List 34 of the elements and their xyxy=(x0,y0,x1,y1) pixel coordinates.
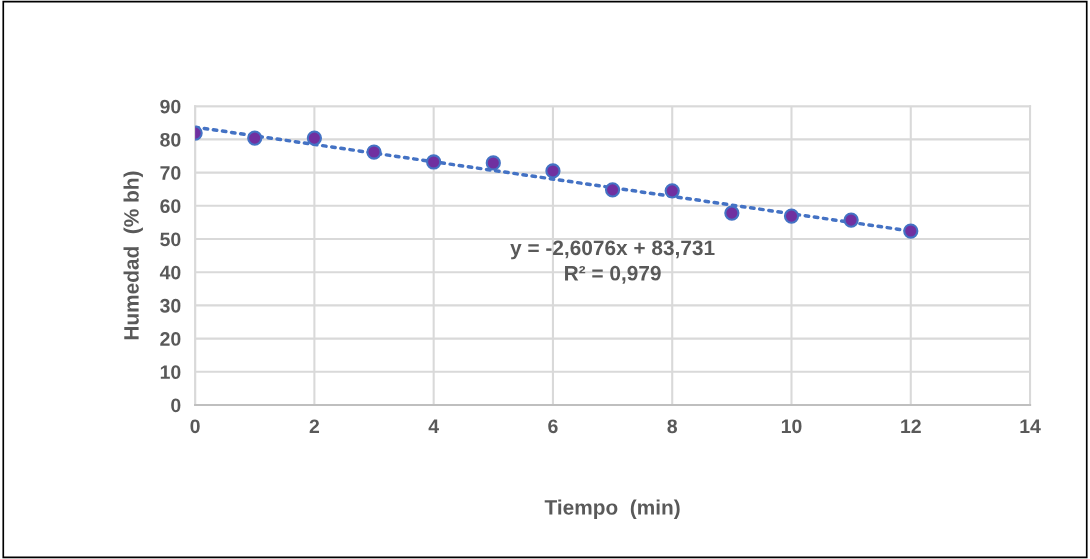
point xyxy=(664,183,680,199)
point xyxy=(783,208,800,224)
x-tick-label: 0 xyxy=(190,419,200,434)
y-tick-label: 10 xyxy=(160,365,181,380)
point xyxy=(306,130,323,146)
x-tick-label: 6 xyxy=(548,419,558,434)
y-tick-label: 30 xyxy=(160,298,181,313)
point xyxy=(604,182,621,198)
y-tick-label: 40 xyxy=(159,265,181,280)
y-tick-label: 80 xyxy=(160,132,181,147)
point xyxy=(843,212,859,228)
point xyxy=(485,155,501,171)
y-tick-label: 90 xyxy=(160,99,181,114)
point xyxy=(903,223,919,239)
annotation: y = -2,6076x + 83,731 xyxy=(510,240,715,260)
x-tick-label: 4 xyxy=(428,419,439,433)
point xyxy=(724,205,740,221)
x-tick-label: 14 xyxy=(1020,419,1041,433)
x-tick-label: 12 xyxy=(901,419,921,433)
point xyxy=(366,144,382,160)
y-tick-label: 20 xyxy=(160,332,181,346)
point xyxy=(247,130,263,146)
point xyxy=(545,163,561,179)
y-tick-label: 70 xyxy=(160,166,181,180)
x-axis-title: Tiempo (min) xyxy=(544,499,680,519)
y-tick-label: 60 xyxy=(160,199,181,214)
y-tick-label: 0 xyxy=(171,398,181,413)
x-tick-label: 2 xyxy=(309,419,320,433)
x-tick-label: 10 xyxy=(781,419,802,434)
y-tick-label: 50 xyxy=(160,232,181,247)
y-axis-title: Humedad (% bh) xyxy=(123,171,143,340)
point xyxy=(426,154,442,170)
x-tick-label: 8 xyxy=(667,419,678,434)
annotation: R² = 0,979 xyxy=(565,265,661,284)
